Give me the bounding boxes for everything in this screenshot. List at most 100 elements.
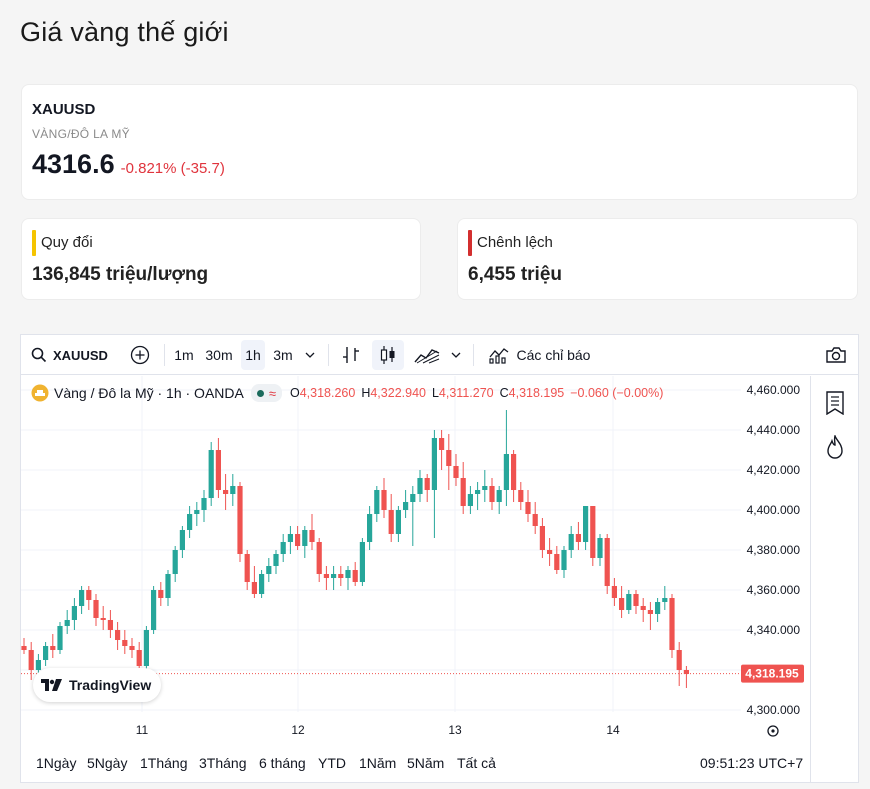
legend-change: −0.060 (−0.00%) [570, 386, 664, 400]
candle-body [107, 620, 113, 630]
candle-body [655, 602, 661, 614]
area-style-button[interactable] [411, 340, 443, 370]
candle-body [683, 670, 689, 674]
range-1y[interactable]: 1Năm [359, 755, 397, 771]
interval-1h[interactable]: 1h [241, 340, 265, 370]
candle-body [179, 530, 185, 550]
card-accent-bar [468, 230, 472, 256]
candle-body [518, 490, 524, 502]
screenshot-button[interactable] [821, 340, 851, 370]
candle-body [302, 530, 308, 546]
candle-body [57, 626, 63, 650]
candle-body [496, 490, 502, 502]
gold-coin-icon [31, 384, 49, 402]
candle-body [561, 550, 567, 570]
x-axis-tick-label: 11 [136, 723, 149, 737]
y-axis-tick-label: 4,340.000 [747, 623, 801, 637]
y-axis-tick-label: 4,380.000 [747, 543, 801, 557]
range-all[interactable]: Tất cả [457, 755, 496, 771]
candle-style-icon [380, 346, 395, 364]
bar-style-icon [343, 347, 359, 363]
toolbar-symbol: XAUUSD [53, 347, 108, 363]
interval-dropdown[interactable] [301, 340, 319, 370]
bar-style-button[interactable] [337, 340, 365, 370]
candle-body [266, 566, 272, 574]
candle-body [28, 650, 34, 670]
chevron-down-icon [305, 352, 315, 358]
tradingview-logo[interactable]: TradingView [33, 668, 161, 702]
last-price-badge [741, 664, 804, 683]
clock-time[interactable]: 09:51:23 UTC+7 [700, 755, 804, 771]
legend-title: Vàng / Đô la Mỹ · 1h · OANDA [54, 385, 244, 401]
price-row: 4316.6 -0.821% (-35.7) [32, 149, 225, 180]
indicators-label: Các chỉ báo [516, 347, 591, 363]
candle-body [417, 478, 423, 494]
candle-body [460, 478, 466, 506]
hot-list-button[interactable] [823, 434, 847, 462]
quote-card: XAUUSD VÀNG/ĐÔ LA MỸ 4316.6 -0.821% (-35… [21, 84, 858, 200]
range-5d[interactable]: 5Ngày [87, 755, 128, 771]
range-ytd[interactable]: YTD [318, 755, 346, 771]
difference-label: Chênh lệch [477, 234, 553, 251]
candle-body [35, 660, 41, 670]
candle-body [208, 450, 214, 498]
chart-toolbar: XAUUSD 1m 30m 1h 3m Các chỉ báo [21, 335, 858, 375]
candle-body [352, 570, 358, 582]
compare-symbol-button[interactable] [125, 340, 155, 370]
market-status[interactable]: ≈ [250, 384, 282, 402]
range-6m[interactable]: 6 tháng [259, 755, 306, 771]
candle-body [237, 486, 243, 554]
candle-body [244, 554, 250, 582]
candle-body [187, 514, 193, 530]
legend-low: L4,311.270 [431, 386, 494, 400]
candle-body [323, 574, 329, 578]
candle-body [604, 538, 610, 586]
candle-body [424, 478, 430, 490]
search-icon [31, 347, 47, 363]
interval-1m[interactable]: 1m [174, 347, 194, 363]
camera-icon [826, 347, 846, 363]
legend-high: H4,322.940 [361, 386, 426, 400]
candle-body [575, 534, 581, 542]
candle-body [100, 618, 106, 620]
candle-body [388, 510, 394, 534]
candle-style-button[interactable] [372, 340, 404, 370]
range-1d[interactable]: 1Ngày [36, 755, 77, 771]
y-axis-tick-label: 4,300.000 [747, 703, 801, 717]
candle-body [590, 506, 596, 558]
difference-card: Chênh lệch 6,455 triệu [457, 218, 858, 300]
last-price-label: 4,318.195 [745, 667, 799, 681]
candle-body [475, 490, 481, 494]
candle-body [93, 600, 99, 618]
range-1m[interactable]: 1Tháng [140, 755, 188, 771]
candle-body [165, 574, 171, 598]
symbol-search-button[interactable]: XAUUSD [27, 340, 109, 370]
candle-body [525, 502, 531, 514]
candle-body [647, 610, 653, 614]
candle-body [316, 542, 322, 574]
candle-body [547, 550, 553, 554]
candle-body [532, 514, 538, 526]
interval-3m[interactable]: 3m [273, 347, 293, 363]
candle-body [273, 554, 279, 566]
candle-body [662, 598, 668, 602]
range-3m[interactable]: 3Tháng [199, 755, 247, 771]
candle-body [223, 490, 229, 494]
indicators-button[interactable]: Các chỉ báo [483, 340, 595, 370]
hot-list-icon [827, 435, 843, 459]
interval-30m[interactable]: 30m [205, 347, 233, 363]
y-axis-tick-label: 4,360.000 [747, 583, 801, 597]
candle-body [230, 486, 236, 494]
candle-body [115, 630, 121, 640]
candle-body [503, 454, 509, 490]
chart-style-dropdown[interactable] [447, 340, 465, 370]
candle-body [201, 498, 207, 510]
y-axis-tick-label: 4,440.000 [747, 423, 801, 437]
y-axis-tick-label: 4,400.000 [747, 503, 801, 517]
difference-value: 6,455 triệu [468, 264, 562, 285]
candle-body [633, 594, 639, 606]
watchlist-button[interactable] [823, 390, 847, 416]
candle-body [338, 574, 344, 578]
price-chart[interactable]: 4,460.000 4,440.000 4,420.000 4,400.000 4,38… [21, 376, 810, 742]
range-5y[interactable]: 5Năm [407, 755, 445, 771]
